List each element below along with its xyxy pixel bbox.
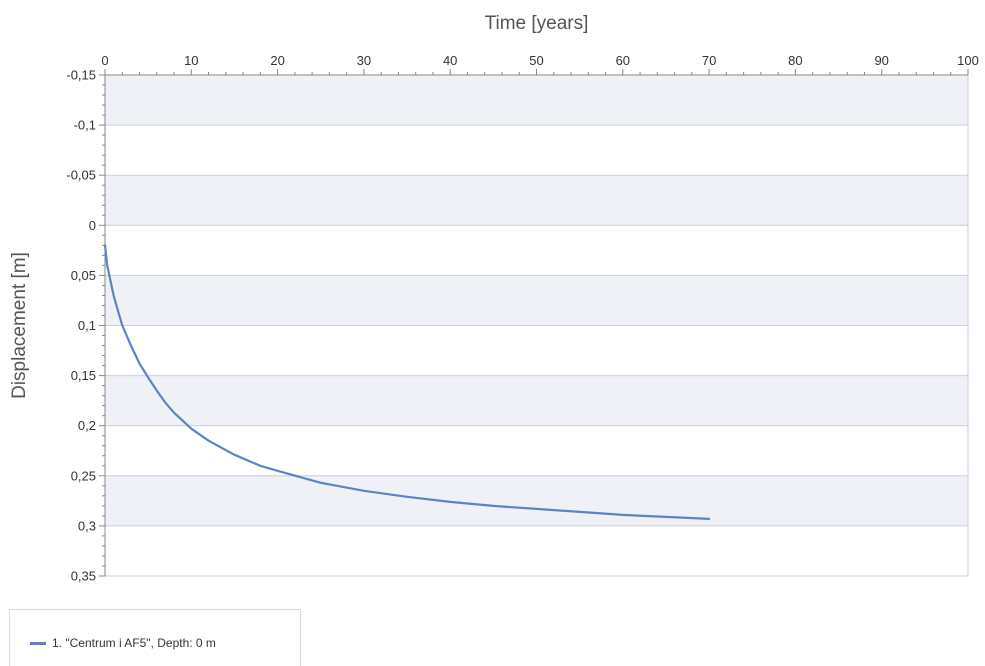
y-tick-label: 0,25 <box>71 468 96 483</box>
y-tick-label: 0 <box>89 218 96 233</box>
x-tick-label: 80 <box>788 53 802 68</box>
y-tick-label: 0,15 <box>71 368 96 383</box>
plot-gridlines <box>105 124 968 527</box>
y-tick-label: 0,2 <box>78 418 96 433</box>
y-tick-label: -0,1 <box>74 118 96 133</box>
y-tick-label: 0,05 <box>71 268 96 283</box>
x-tick-label: 100 <box>957 53 979 68</box>
y-tick-label: 0,3 <box>78 518 96 533</box>
plot-band <box>105 175 968 226</box>
x-axis-title: Time [years] <box>485 13 589 34</box>
displacement-chart: 0 10 20 30 40 50 60 70 80 90 100 -0,15 -0,1 -0,05 0 0,… <box>9 13 979 584</box>
plot-band <box>105 75 968 126</box>
x-axis: 0 10 20 30 40 50 60 70 80 90 100 <box>101 53 979 76</box>
y-tick-label: -0,15 <box>66 68 96 83</box>
x-tick-label: 70 <box>702 53 716 68</box>
plot-band <box>105 375 968 426</box>
y-axis: -0,15 -0,1 -0,05 0 0,05 0,1 0,15 0,2 0,25 0,3 0,35 <box>66 68 106 584</box>
legend-label: 1. "Centrum i AF5", Depth: 0 m <box>52 636 216 650</box>
x-tick-label: 60 <box>616 53 630 68</box>
legend-item[interactable]: 1. "Centrum i AF5", Depth: 0 m <box>30 636 216 650</box>
y-tick-label: 0,1 <box>78 318 96 333</box>
x-tick-label: 10 <box>184 53 198 68</box>
y-tick-label: -0,05 <box>66 168 96 183</box>
y-axis-title: Displacement [m] <box>9 252 30 399</box>
series-layer <box>103 244 711 521</box>
plot-band <box>105 275 968 326</box>
legend: 1. "Centrum i AF5", Depth: 0 m <box>9 609 301 666</box>
x-tick-label: 20 <box>270 53 284 68</box>
x-tick-label: 30 <box>357 53 371 68</box>
x-tick-label: 90 <box>874 53 888 68</box>
x-tick-label: 0 <box>101 53 108 68</box>
plot-band <box>105 475 968 526</box>
series-line <box>103 244 711 521</box>
x-tick-label: 40 <box>443 53 457 68</box>
legend-swatch <box>30 641 46 645</box>
x-tick-label: 50 <box>529 53 543 68</box>
plot-bands <box>105 75 968 526</box>
y-tick-label: 0,35 <box>71 569 96 584</box>
